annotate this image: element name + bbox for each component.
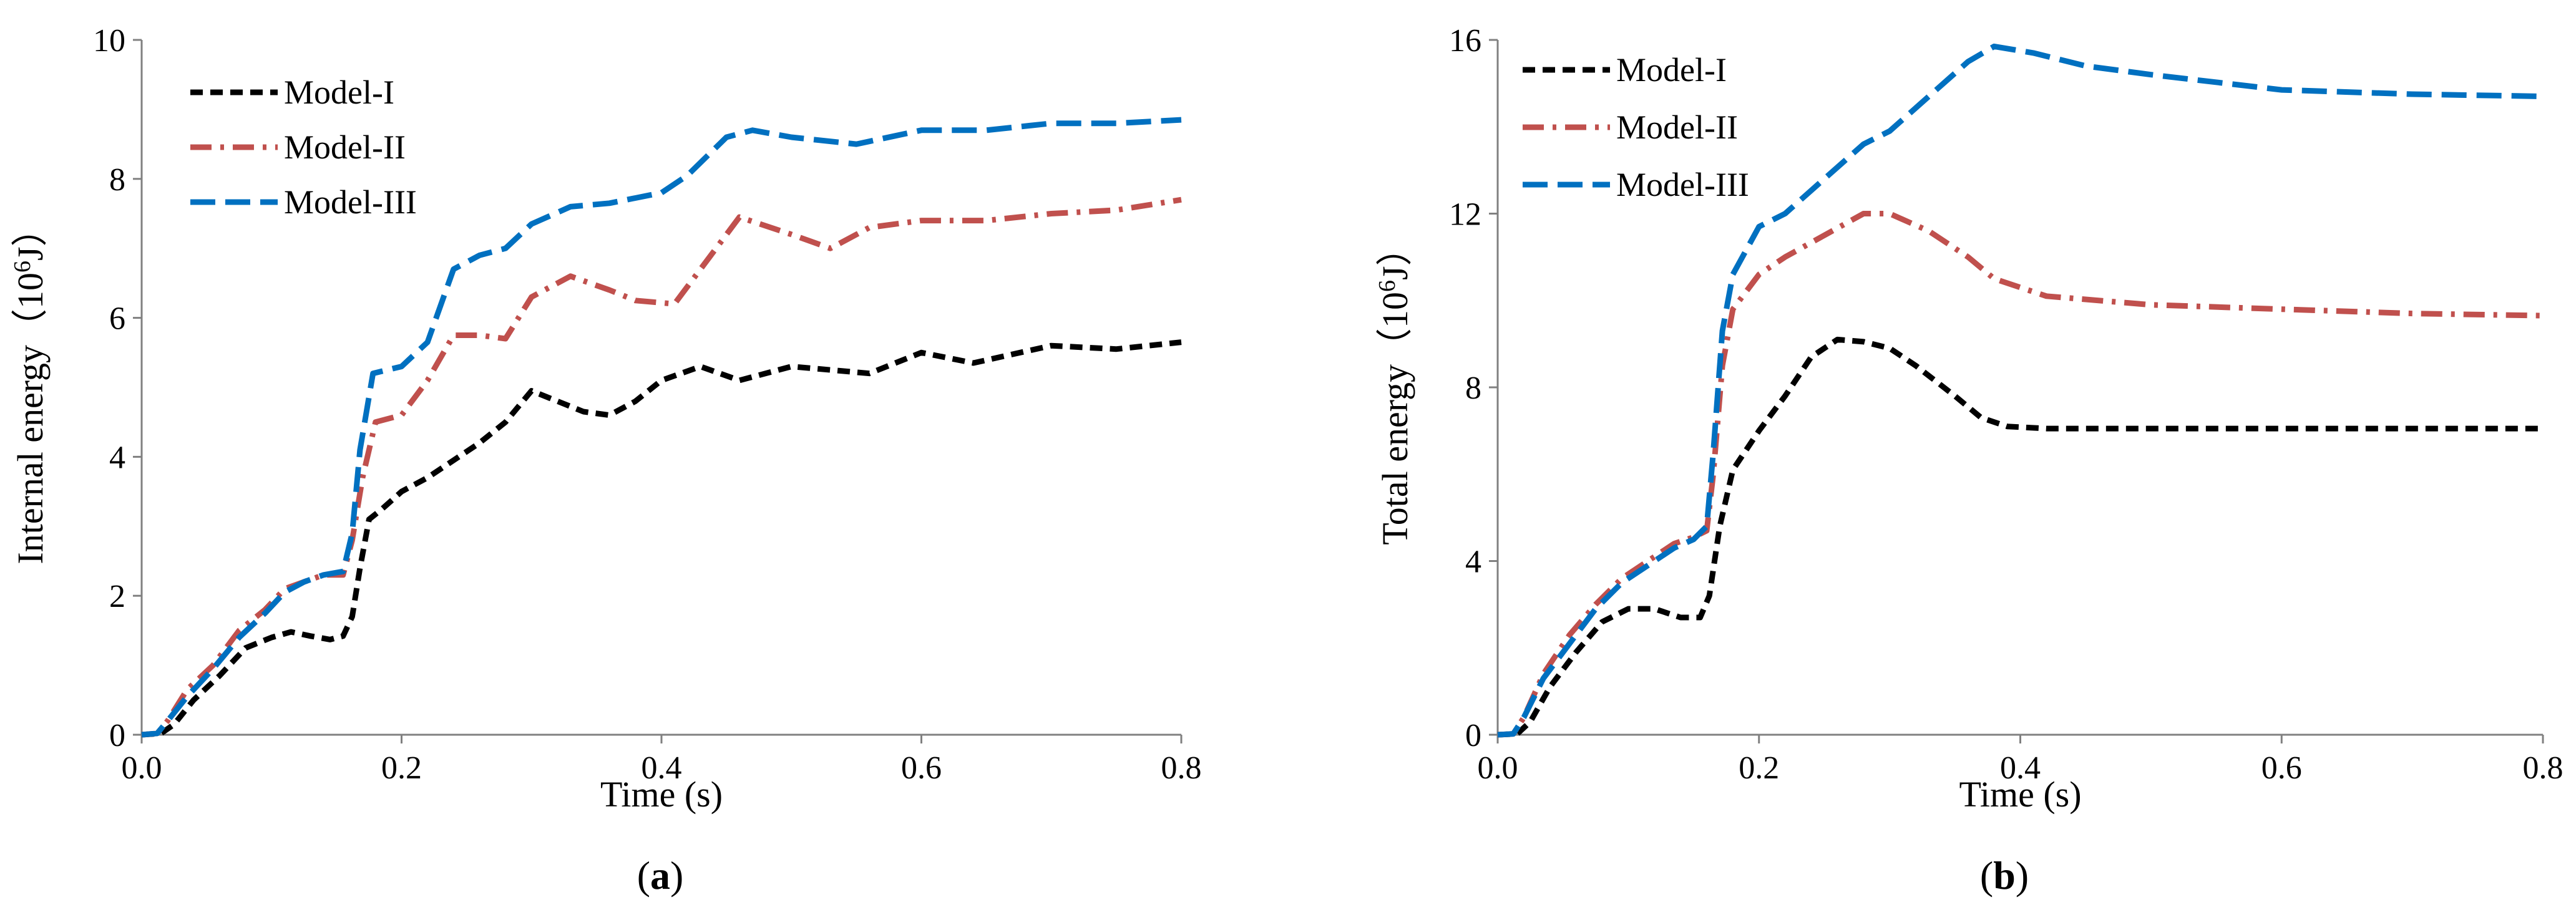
y-tick-label: 10 (93, 23, 125, 59)
series-line-model-i (141, 339, 1182, 738)
panel-label-close: ) (670, 853, 683, 898)
y-tick-label: 4 (1465, 545, 1481, 580)
x-tick-label: 0.6 (2261, 750, 2302, 786)
series-line-model-iii (141, 117, 1182, 738)
panel-label-close: ) (2016, 853, 2029, 898)
panel-label-open: ( (1980, 853, 1993, 898)
y-tick-label: 0 (1465, 718, 1481, 753)
x-tick-label: 0.0 (122, 750, 162, 786)
y-tick-label: 0 (109, 718, 125, 753)
legend-label-model-i: Model-I (284, 74, 394, 111)
series-line-model-ii (1497, 211, 2544, 738)
y-tick-label: 12 (1449, 197, 1481, 233)
x-axis-title: Time (s) (600, 774, 723, 815)
x-tick-label: 0.2 (1739, 750, 1779, 786)
legend-label-model-iii: Model-III (1616, 166, 1749, 203)
panel-label-letter: a (650, 853, 670, 898)
y-tick-label: 16 (1449, 23, 1481, 59)
y-tick-label: 2 (109, 579, 125, 614)
y-tick-label: 8 (1465, 370, 1481, 406)
x-tick-label: 0.4 (2000, 750, 2041, 786)
panel-label: (b) (1980, 853, 2029, 898)
legend-label-model-i: Model-I (1616, 51, 1727, 89)
panel-b: 0 4 8 12 16 0.0 0.2 0.4 0.6 0.8 Time (s) Total ener… (1374, 23, 2564, 898)
series-line-model-i (1497, 336, 2543, 738)
y-axis-title: Total energy（106J） (1374, 230, 1415, 545)
y-axis-title-prefix: Internal energy（10 (10, 273, 51, 564)
y-tick-label: 4 (109, 440, 125, 475)
x-tick-label: 0.8 (2523, 750, 2564, 786)
y-tick-label: 6 (109, 301, 125, 337)
x-tick-label: 0.8 (1161, 750, 1202, 786)
x-tick-label: 0.2 (381, 750, 422, 786)
series-line-model-iii (1497, 43, 2544, 738)
panel-label-letter: b (1993, 853, 2016, 898)
x-tick-label: 0.4 (642, 750, 682, 786)
legend-label-model-ii: Model-II (1616, 109, 1738, 146)
legend-label-model-iii: Model-III (284, 183, 417, 221)
y-axis-title-superscript: 6 (1374, 280, 1400, 292)
legend-label-model-ii: Model-II (284, 128, 406, 166)
y-axis-title-suffix: J） (10, 210, 51, 261)
panel-a: 0 2 4 6 8 10 0.0 0.2 0.4 0.6 0.8 Time (s) Internal e… (9, 23, 1202, 898)
panel-label-open: ( (637, 853, 650, 898)
y-axis-title-suffix: J） (1375, 230, 1415, 280)
y-axis-title-prefix: Total energy（10 (1375, 292, 1415, 545)
panel-label: (a) (637, 853, 684, 898)
x-axis-title: Time (s) (1959, 774, 2081, 815)
x-tick-label: 0.6 (901, 750, 942, 786)
series-line-model-ii (141, 196, 1182, 738)
y-axis-title-superscript: 6 (9, 261, 36, 273)
x-tick-label: 0.0 (1478, 750, 1518, 786)
y-axis-title: Internal energy（106J） (9, 210, 51, 564)
y-tick-label: 8 (109, 162, 125, 198)
